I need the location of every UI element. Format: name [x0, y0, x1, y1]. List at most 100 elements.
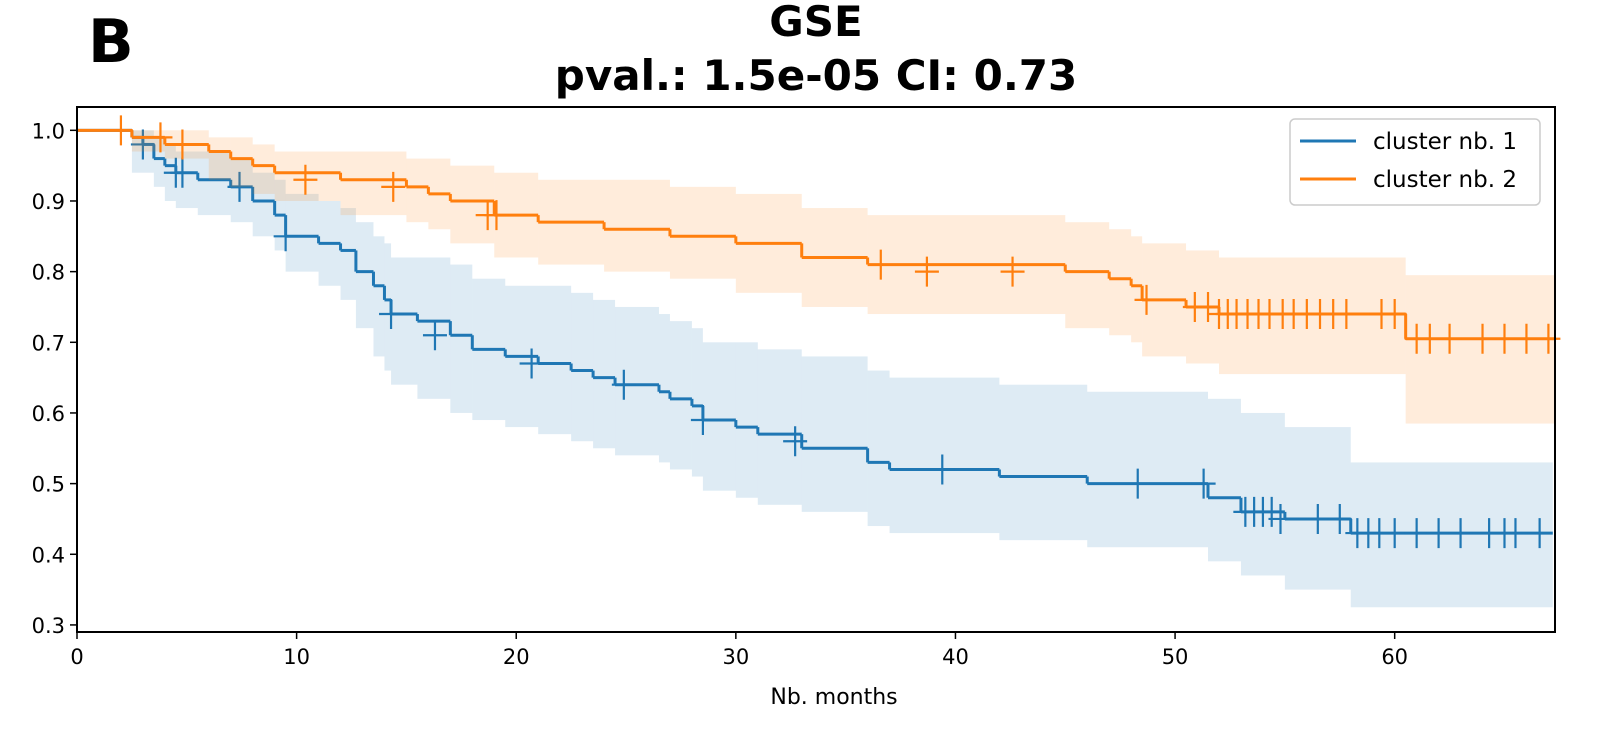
plot-frame	[76, 106, 1556, 633]
censor-mark	[1382, 299, 1407, 330]
y-tick-label: 0.4	[32, 543, 65, 567]
ci-band	[658, 314, 670, 463]
ci-band	[391, 257, 418, 385]
censor-mark	[1514, 323, 1539, 354]
y-tick-label: 1.0	[32, 119, 65, 143]
ci-band	[230, 137, 253, 187]
censor-mark	[1437, 323, 1462, 354]
censor-mark	[227, 171, 252, 202]
censor-mark	[1503, 518, 1528, 549]
ci-band	[142, 130, 154, 173]
x-tick-label: 0	[70, 645, 83, 669]
censor-mark	[170, 129, 195, 160]
censor-mark	[1191, 468, 1216, 499]
censor-mark	[914, 256, 939, 287]
ci-band	[175, 151, 198, 209]
ci-band	[691, 328, 703, 477]
censor-mark	[148, 122, 173, 153]
censor-mark	[1334, 299, 1359, 330]
ci-band	[153, 137, 165, 187]
x-tick-label: 60	[1381, 645, 1408, 669]
ci-band	[230, 158, 253, 223]
censor-mark	[1448, 518, 1473, 549]
ci-band	[1218, 257, 1406, 375]
x-tick-label: 30	[722, 645, 749, 669]
ci-band	[867, 370, 890, 527]
y-tick-label: 0.3	[32, 614, 65, 638]
series-group	[77, 128, 1553, 608]
censor-mark	[1000, 256, 1025, 287]
ci-band	[1065, 222, 1110, 329]
ci-band	[384, 243, 392, 371]
censor-mark	[611, 369, 636, 400]
ci-band	[1131, 236, 1143, 343]
ci-band	[1208, 398, 1241, 562]
ci-band	[604, 179, 670, 272]
ci-band	[889, 377, 1000, 534]
ci-band	[252, 144, 275, 194]
y-tick-label: 0.8	[32, 261, 65, 285]
censor-mark	[1305, 503, 1330, 534]
censor-mark	[1196, 291, 1221, 322]
ci-band	[208, 137, 231, 180]
ci-band	[538, 285, 572, 435]
censor-mark	[1125, 468, 1150, 499]
ci-band	[1240, 412, 1285, 576]
censor-mark	[519, 348, 544, 379]
ci-band	[285, 193, 319, 272]
censor-mark	[422, 320, 447, 351]
censor-mark	[1404, 518, 1429, 549]
censor-mark	[379, 299, 404, 330]
legend-label: cluster nb. 2	[1373, 167, 1517, 193]
x-tick-label: 10	[283, 645, 310, 669]
censor-mark	[1268, 503, 1293, 534]
y-tick-label: 0.9	[32, 190, 65, 214]
censor-mark	[1536, 323, 1561, 354]
censor-mark	[170, 157, 195, 188]
ci-band	[355, 222, 374, 329]
panel-label: B	[88, 7, 134, 77]
legend: cluster nb. 1 cluster nb. 2	[1289, 118, 1541, 206]
censor-mark	[1327, 503, 1352, 534]
ci-band	[593, 299, 616, 449]
censor-mark	[868, 249, 893, 280]
ci-band	[571, 292, 594, 442]
censor-mark	[1527, 518, 1552, 549]
censor-mark	[108, 115, 133, 146]
ci-band	[999, 384, 1088, 541]
censor-mark	[783, 426, 808, 457]
censor-mark	[1382, 518, 1407, 549]
ci-band	[615, 306, 659, 456]
ci-band	[131, 130, 165, 152]
y-tick-label: 0.5	[32, 473, 65, 497]
ci-band	[197, 151, 231, 216]
ci-band	[252, 172, 275, 237]
ci-band	[1087, 391, 1209, 548]
ci-band	[702, 342, 736, 491]
ci-band	[1109, 229, 1132, 336]
ci-band	[735, 342, 758, 498]
censor-mark	[273, 221, 298, 252]
censor-mark	[690, 405, 715, 436]
x-tick-label: 20	[503, 645, 530, 669]
chart-subtitle: pval.: 1.5e-05 CI: 0.73	[555, 51, 1077, 100]
ci-band	[1350, 462, 1553, 608]
x-axis-label: Nb. months	[770, 685, 897, 710]
censor-mark	[1470, 323, 1495, 354]
censor-mark	[930, 454, 955, 485]
y-tick-label: 0.6	[32, 402, 65, 426]
ci-band	[669, 186, 736, 279]
ci-band	[450, 264, 473, 413]
ci-band	[801, 356, 868, 512]
censor-mark	[381, 171, 406, 202]
censor-mark	[293, 164, 318, 195]
censor-mark	[1426, 518, 1451, 549]
x-tick-label: 40	[942, 645, 969, 669]
ci-band	[1405, 275, 1555, 424]
series-group	[77, 115, 1561, 424]
ci-band	[131, 130, 143, 173]
ci-band	[340, 208, 356, 300]
legend-label: cluster nb. 1	[1373, 129, 1517, 155]
censor-mark	[1134, 284, 1159, 315]
